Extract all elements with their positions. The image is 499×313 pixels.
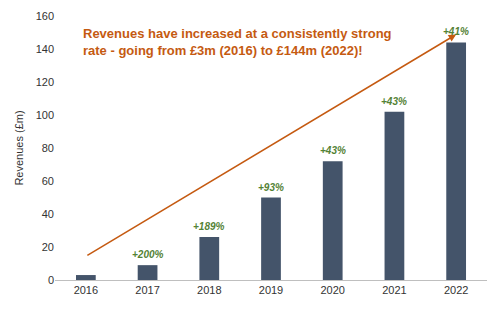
svg-text:20: 20 <box>42 241 54 253</box>
svg-text:+189%: +189% <box>193 221 225 232</box>
svg-text:2019: 2019 <box>259 284 283 296</box>
svg-text:160: 160 <box>36 10 54 22</box>
svg-text:+200%: +200% <box>132 249 164 260</box>
svg-text:2020: 2020 <box>320 284 344 296</box>
svg-text:60: 60 <box>42 175 54 187</box>
svg-text:+43%: +43% <box>320 145 346 156</box>
svg-text:Revenues (£m): Revenues (£m) <box>13 110 25 185</box>
svg-text:2021: 2021 <box>382 284 406 296</box>
svg-text:140: 140 <box>36 43 54 55</box>
svg-text:100: 100 <box>36 109 54 121</box>
svg-text:80: 80 <box>42 142 54 154</box>
svg-text:2018: 2018 <box>197 284 221 296</box>
svg-text:0: 0 <box>48 274 54 286</box>
svg-text:120: 120 <box>36 76 54 88</box>
svg-text:2016: 2016 <box>74 284 98 296</box>
svg-text:+93%: +93% <box>258 182 284 193</box>
svg-text:40: 40 <box>42 208 54 220</box>
svg-text:+43%: +43% <box>381 96 407 107</box>
svg-text:Revenues have increased at a c: Revenues have increased at a consistentl… <box>83 26 392 58</box>
svg-text:2022: 2022 <box>444 284 468 296</box>
svg-text:2017: 2017 <box>135 284 159 296</box>
svg-text:+41%: +41% <box>443 26 469 37</box>
